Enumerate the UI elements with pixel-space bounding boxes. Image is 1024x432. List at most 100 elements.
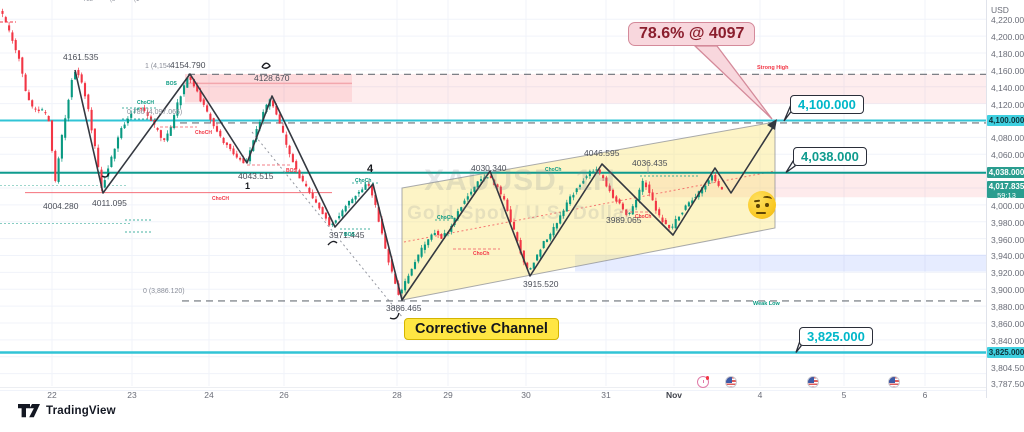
candle	[314, 199, 318, 203]
price-axis-tick: 3,980.000	[991, 218, 1024, 228]
candle	[364, 184, 367, 190]
candle	[31, 100, 34, 107]
candle	[351, 199, 354, 204]
candle	[27, 92, 30, 101]
demand-zone-blue	[575, 254, 986, 272]
candle	[407, 275, 410, 284]
candle	[555, 223, 558, 229]
candle	[331, 223, 334, 226]
projection-arrow-head	[767, 119, 777, 130]
candle	[126, 118, 129, 124]
candle	[8, 25, 11, 31]
candle	[120, 128, 123, 139]
candle	[572, 194, 575, 198]
candle	[130, 113, 133, 118]
candle	[710, 175, 714, 181]
event-us-flag-icon[interactable]	[725, 376, 737, 388]
price-axis-tick: 4,120.000	[991, 100, 1024, 110]
candle	[133, 111, 136, 113]
candle	[598, 169, 601, 174]
candle	[529, 268, 532, 270]
candle	[674, 219, 677, 229]
time-axis-label: 29	[443, 390, 453, 400]
candle	[559, 215, 562, 224]
price-callout-3825[interactable]: 3,825.000	[799, 327, 873, 346]
tail-fib-note	[693, 45, 773, 120]
price-axis-tick: 3,787.500	[991, 379, 1024, 389]
tradingview-logo[interactable]: TradingView	[17, 403, 116, 419]
candle	[298, 170, 301, 179]
candle	[54, 150, 57, 182]
watermark-symbol: XAUUSD, 1H	[424, 164, 616, 197]
candle	[539, 249, 542, 257]
time-axis[interactable]: 22 23 24 26 28 29 30 31 Nov 4 5 6	[0, 387, 986, 401]
candle	[209, 113, 212, 120]
candle	[549, 233, 552, 240]
candle	[585, 176, 588, 178]
price-axis-tick: 3,900.000	[991, 285, 1024, 295]
candle	[265, 104, 268, 113]
time-axis-label: 26	[279, 390, 289, 400]
candle	[113, 148, 116, 159]
candle	[186, 77, 189, 88]
candle	[542, 241, 545, 249]
candle	[506, 199, 509, 211]
candle	[427, 239, 430, 246]
elliott-zigzag-path	[74, 69, 776, 301]
candle	[212, 118, 215, 127]
candle	[37, 109, 40, 112]
corrective-channel-label[interactable]: Corrective Channel	[404, 318, 559, 340]
candle	[611, 189, 615, 198]
candle	[575, 188, 578, 193]
fib-target-note[interactable]: 78.6% @ 4097	[628, 22, 756, 46]
hand-scribble	[261, 62, 271, 69]
tradingview-logo-icon	[18, 404, 40, 418]
price-callout-4038[interactable]: 4,038.000	[793, 147, 867, 166]
candle	[367, 184, 370, 186]
candle	[324, 212, 327, 219]
candle	[192, 78, 195, 87]
candle	[565, 202, 568, 212]
candle	[123, 124, 126, 129]
candle	[522, 250, 525, 263]
price-axis-highlight: 4,038.000	[987, 166, 1024, 178]
price-axis[interactable]: USD 4,220.000 4,200.000 4,180.000 4,160.000…	[986, 0, 1024, 398]
event-clock-icon[interactable]	[697, 376, 709, 388]
candle	[275, 105, 278, 115]
candle	[235, 153, 238, 158]
candle	[526, 262, 529, 269]
supply-zone-strong	[185, 74, 352, 102]
time-axis-label: Nov	[665, 390, 683, 400]
candle	[423, 244, 426, 250]
candle	[107, 168, 110, 177]
candle	[380, 218, 384, 234]
hand-scribble	[327, 240, 338, 246]
candle	[100, 169, 103, 188]
candle	[420, 247, 423, 257]
candle	[631, 206, 634, 215]
candle	[371, 185, 374, 196]
price-axis-tick: 3,920.000	[991, 268, 1024, 278]
candle	[14, 40, 17, 51]
candle	[668, 224, 671, 229]
event-us-flag-icon[interactable]	[807, 376, 819, 388]
candle	[182, 85, 186, 95]
candle	[103, 180, 106, 188]
price-axis-tick: 4,060.000	[991, 150, 1024, 160]
candle	[281, 125, 285, 133]
candle	[87, 94, 90, 110]
time-axis-label: 30	[521, 390, 531, 400]
candle	[232, 148, 235, 155]
candle	[651, 192, 654, 201]
raised-eyebrow-emoji[interactable]	[748, 191, 776, 219]
event-us-flag-icon[interactable]	[888, 376, 900, 388]
candle	[1, 10, 4, 14]
candle	[664, 219, 667, 225]
time-axis-label: 6	[922, 390, 928, 400]
candle	[384, 233, 387, 249]
candle	[156, 127, 159, 130]
candle	[687, 202, 690, 207]
price-callout-4100[interactable]: 4,100.000	[790, 95, 864, 114]
candle	[318, 202, 321, 209]
candle	[456, 211, 459, 220]
